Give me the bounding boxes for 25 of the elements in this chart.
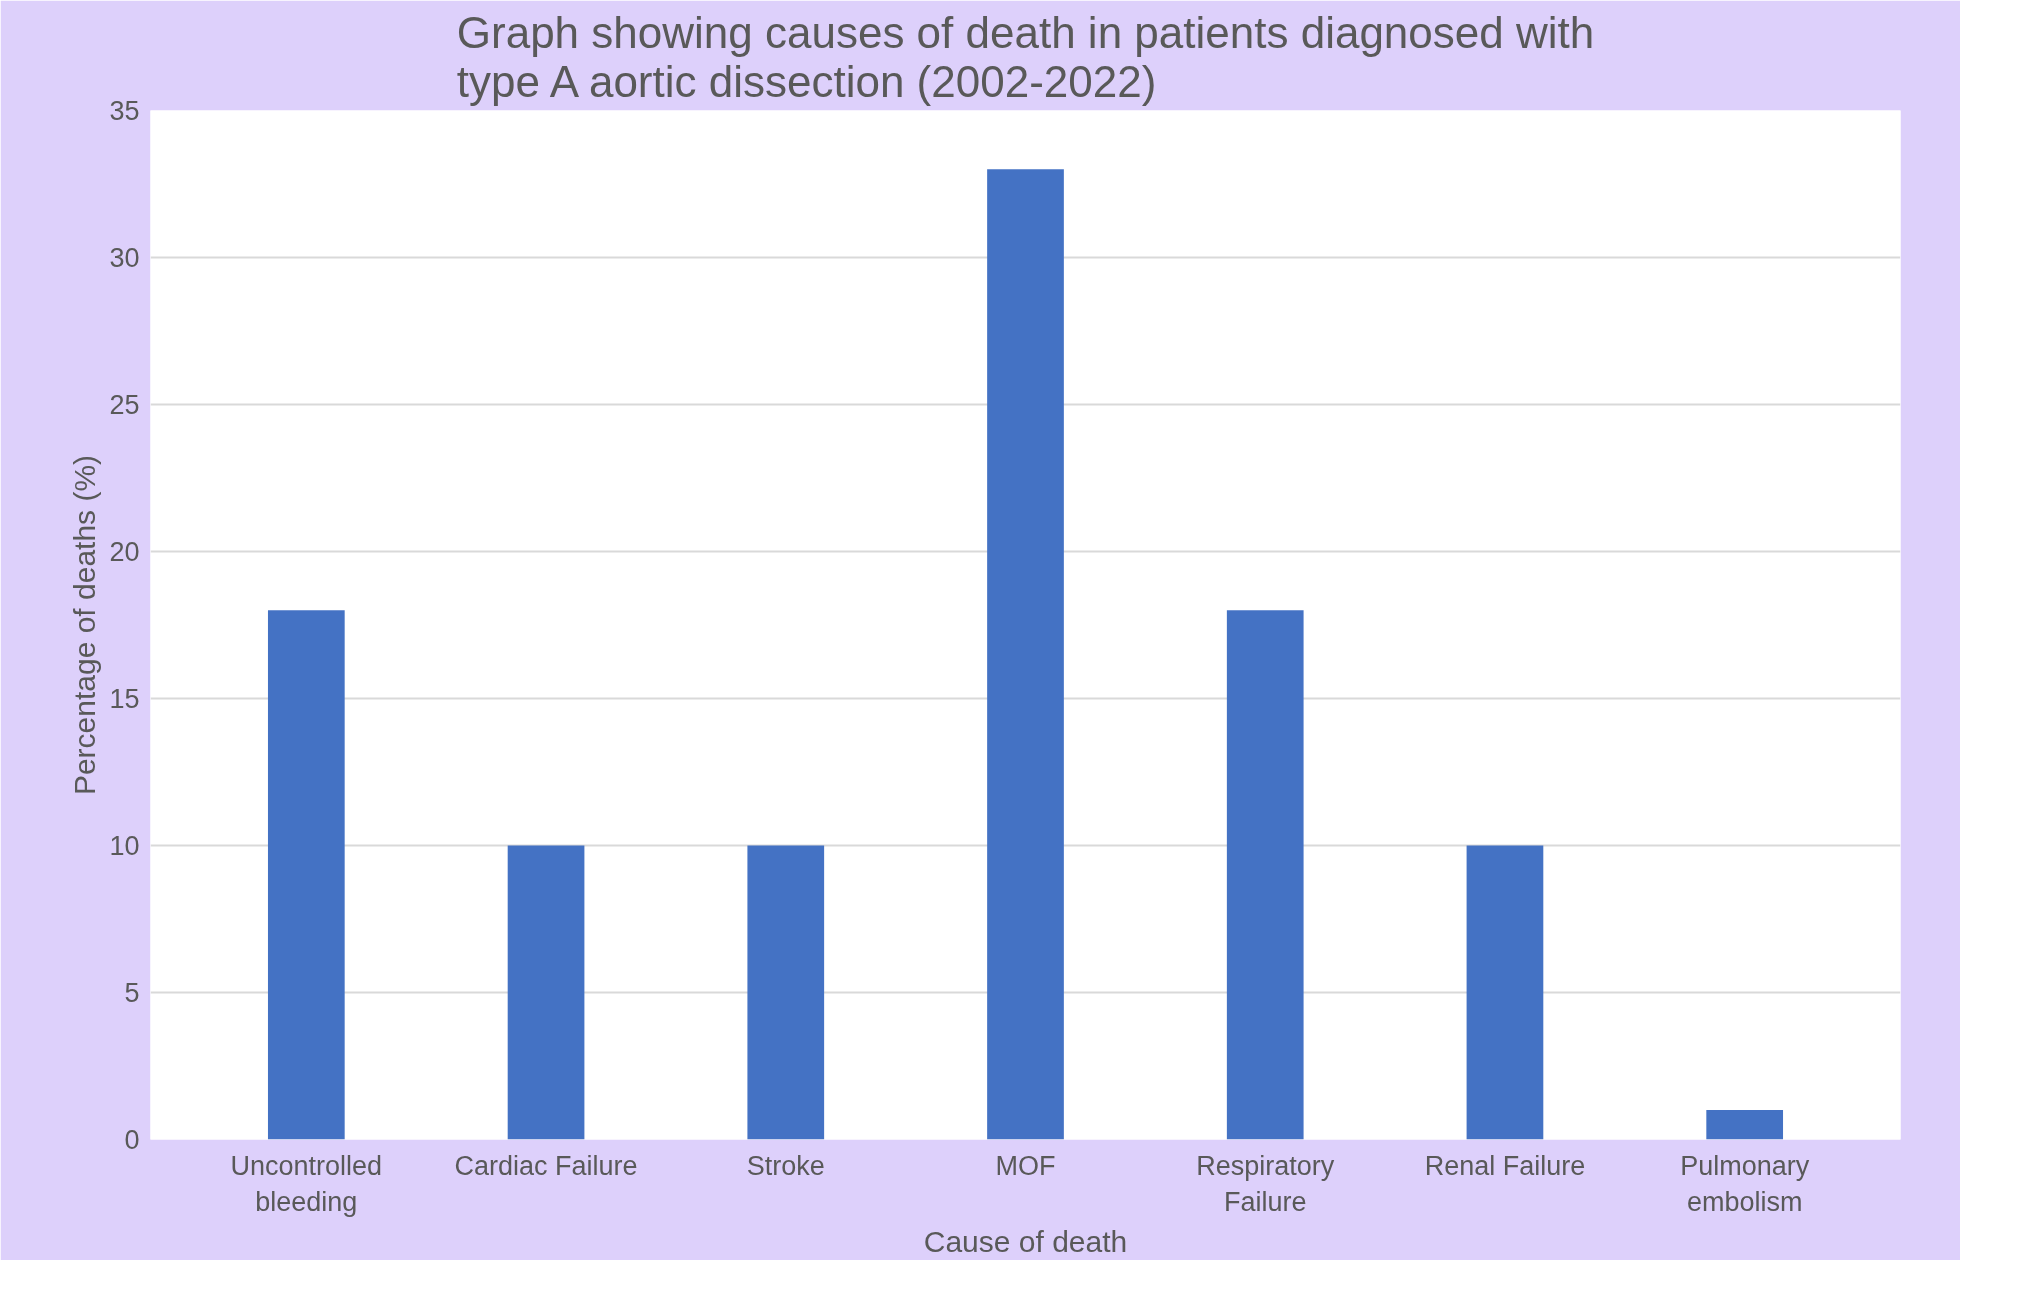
x-tick-label: Cardiac Failure	[454, 1150, 638, 1181]
y-tick-label: 15	[109, 684, 140, 714]
bar	[987, 169, 1064, 1140]
y-tick-label: 30	[109, 243, 140, 273]
bar	[747, 845, 825, 1140]
bar	[1706, 1110, 1784, 1140]
y-tick-label: 35	[109, 96, 140, 126]
bar	[507, 845, 585, 1140]
x-tick-label: Respiratory Failure	[1196, 1150, 1335, 1217]
x-tick-label: Pulmonary embolism	[1680, 1150, 1810, 1217]
x-axis-title: Cause of death	[923, 1224, 1128, 1258]
bar	[1466, 845, 1544, 1140]
y-tick-label: 10	[109, 831, 140, 861]
x-tick-label: Uncontrolled bleeding	[230, 1150, 383, 1217]
bar	[267, 610, 345, 1140]
bar	[1226, 610, 1304, 1140]
y-tick-label: 20	[109, 537, 140, 567]
x-tick-label: Stroke	[746, 1150, 825, 1181]
y-tick-label: 0	[124, 1125, 140, 1155]
x-tick-label: Renal Failure	[1424, 1150, 1586, 1181]
y-tick-label: 25	[109, 390, 140, 420]
chart-title: Graph showing causes of death in patients diagnosed with type A aortic dissection (2002-2022)	[456, 7, 1595, 106]
x-tick-label: MOF	[995, 1150, 1056, 1181]
y-axis-title: Percentage of deaths (%)	[68, 454, 102, 796]
y-tick-label: 5	[124, 978, 140, 1008]
